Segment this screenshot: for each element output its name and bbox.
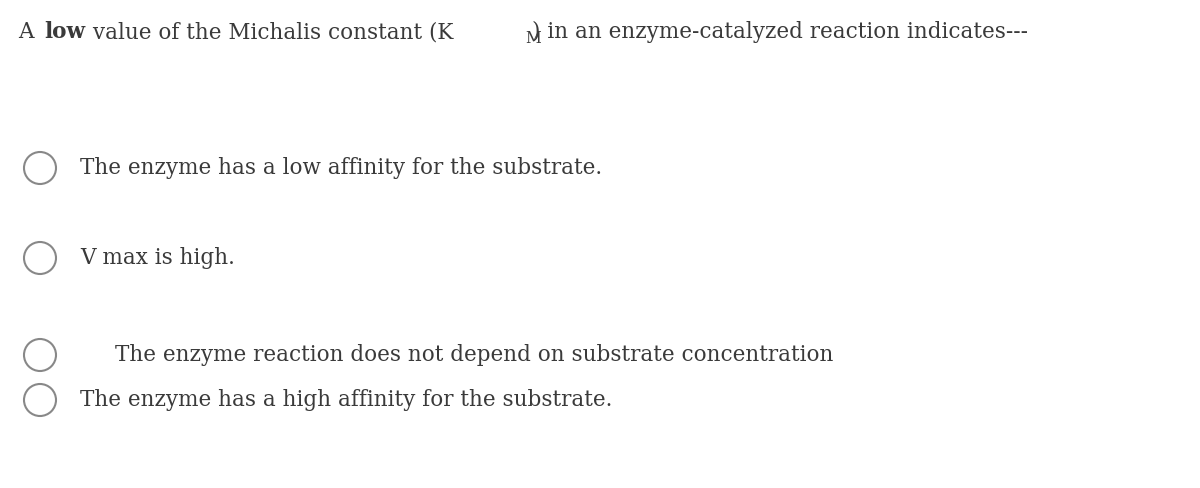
Text: M: M — [526, 30, 541, 47]
Text: ) in an enzyme-catalyzed reaction indicates---: ) in an enzyme-catalyzed reaction indica… — [533, 21, 1028, 43]
Text: V max is high.: V max is high. — [80, 247, 235, 269]
Text: A: A — [18, 21, 41, 43]
Text: The enzyme has a high affinity for the substrate.: The enzyme has a high affinity for the s… — [80, 389, 612, 411]
Text: low: low — [44, 21, 85, 43]
Text: The enzyme reaction does not depend on substrate concentration: The enzyme reaction does not depend on s… — [115, 344, 833, 366]
Text: The enzyme has a low affinity for the substrate.: The enzyme has a low affinity for the su… — [80, 157, 602, 179]
Text: value of the Michalis constant (K: value of the Michalis constant (K — [86, 21, 454, 43]
